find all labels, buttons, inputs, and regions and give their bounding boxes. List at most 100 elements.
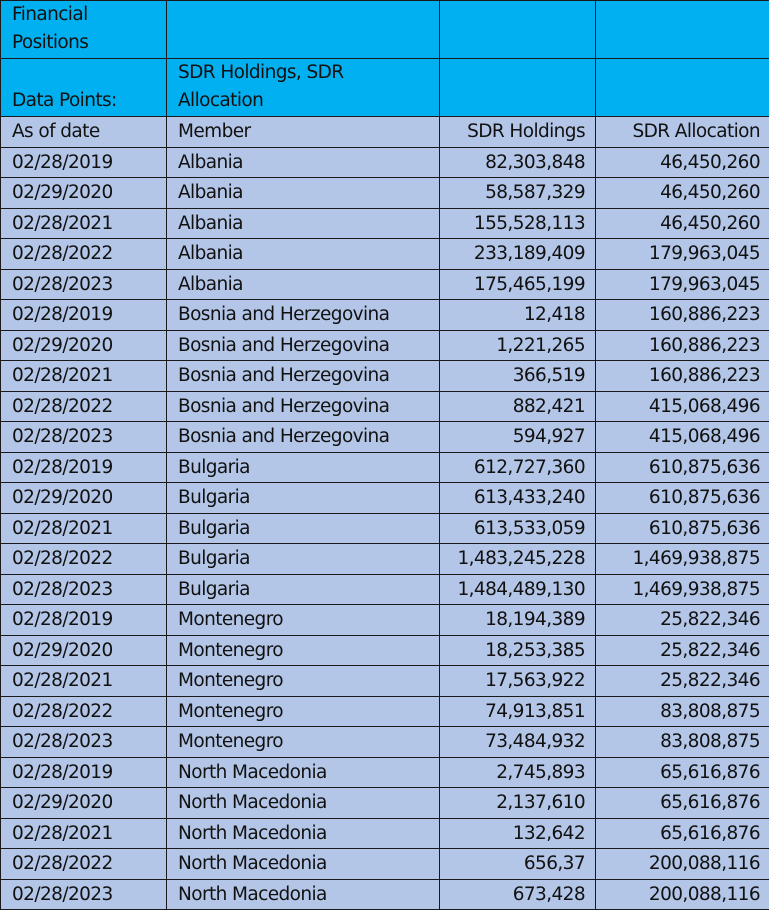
cell-member: Bulgaria — [166, 573, 440, 605]
column-header-sdr-holdings: SDR Holdings — [439, 116, 596, 148]
cell-sdr-allocation: 65,616,876 — [595, 817, 769, 849]
cell-member: Albania — [166, 207, 440, 239]
cell-sdr-holdings: 1,483,245,228 — [439, 543, 596, 575]
cell-sdr-holdings: 594,927 — [439, 421, 596, 453]
cell-sdr-allocation: 610,875,636 — [595, 512, 769, 544]
cell-member: Albania — [166, 146, 440, 178]
cell-member: North Macedonia — [166, 787, 440, 819]
table-row: 02/28/2021 North Macedonia 132,642 65,616,8… — [0, 817, 769, 849]
cell-date: 02/29/2020 — [0, 177, 167, 209]
cell-date: 02/28/2019 — [0, 451, 167, 483]
cell-sdr-holdings: 17,563,922 — [439, 665, 596, 697]
cell-sdr-holdings: 2,745,893 — [439, 756, 596, 788]
cell-sdr-holdings: 155,528,113 — [439, 207, 596, 239]
cell-member: Montenegro — [166, 634, 440, 666]
cell-date: 02/28/2019 — [0, 604, 167, 636]
cell-sdr-allocation: 415,068,496 — [595, 390, 769, 422]
cell-date: 02/28/2022 — [0, 390, 167, 422]
cell-member: North Macedonia — [166, 878, 440, 910]
cell-sdr-holdings: 366,519 — [439, 360, 596, 392]
table-row: 02/28/2023 North Macedonia 673,428 200,088,… — [0, 878, 769, 910]
cell-member: Bosnia and Herzegovina — [166, 390, 440, 422]
cell-date: 02/28/2022 — [0, 848, 167, 880]
cell-member: Bosnia and Herzegovina — [166, 299, 440, 331]
cell-date: 02/28/2019 — [0, 299, 167, 331]
table-row: 02/28/2019 North Macedonia 2,745,893 65,616… — [0, 756, 769, 788]
cell-date: 02/28/2021 — [0, 817, 167, 849]
cell-sdr-allocation: 25,822,346 — [595, 604, 769, 636]
cell-date: 02/28/2021 — [0, 512, 167, 544]
table-row: 02/28/2022 Bosnia and Herzegovina 882,421 4… — [0, 390, 769, 422]
cell-sdr-allocation: 46,450,260 — [595, 177, 769, 209]
cell-sdr-allocation: 1,469,938,875 — [595, 543, 769, 575]
cell-member: North Macedonia — [166, 756, 440, 788]
cell-date: 02/28/2019 — [0, 756, 167, 788]
cell-sdr-allocation: 179,963,045 — [595, 268, 769, 300]
cell-sdr-allocation: 160,886,223 — [595, 299, 769, 331]
cell-sdr-holdings: 58,587,329 — [439, 177, 596, 209]
cell-sdr-allocation: 200,088,116 — [595, 848, 769, 880]
cell-sdr-holdings: 2,137,610 — [439, 787, 596, 819]
cell-sdr-holdings: 673,428 — [439, 878, 596, 910]
cell-sdr-holdings: 132,642 — [439, 817, 596, 849]
cell-date: 02/29/2020 — [0, 329, 167, 361]
empty-cell — [166, 0, 440, 59]
cell-sdr-allocation: 610,875,636 — [595, 482, 769, 514]
cell-member: North Macedonia — [166, 848, 440, 880]
cell-date: 02/29/2020 — [0, 482, 167, 514]
cell-member: Bulgaria — [166, 451, 440, 483]
cell-date: 02/28/2021 — [0, 665, 167, 697]
table-row: 02/28/2022 Bulgaria 1,483,245,228 1,469,938… — [0, 543, 769, 575]
cell-sdr-holdings: 1,484,489,130 — [439, 573, 596, 605]
table-row: 02/28/2022 Montenegro 74,913,851 83,808,875 — [0, 695, 769, 727]
cell-sdr-holdings: 233,189,409 — [439, 238, 596, 270]
cell-date: 02/28/2019 — [0, 146, 167, 178]
table-title: Financial Positions — [0, 0, 167, 59]
cell-sdr-allocation: 160,886,223 — [595, 360, 769, 392]
cell-member: Montenegro — [166, 665, 440, 697]
table-row: 02/28/2023 Bosnia and Herzegovina 594,927 4… — [0, 421, 769, 453]
cell-sdr-holdings: 612,727,360 — [439, 451, 596, 483]
cell-date: 02/28/2022 — [0, 238, 167, 270]
table-row: 02/28/2023 Bulgaria 1,484,489,130 1,469,938… — [0, 573, 769, 605]
table-row: 02/28/2022 North Macedonia 656,37 200,088,1… — [0, 848, 769, 880]
empty-cell — [439, 58, 596, 117]
data-points-label: Data Points: — [0, 58, 167, 117]
table-row: 02/29/2020 Bulgaria 613,433,240 610,875,636 — [0, 482, 769, 514]
table-row: 02/29/2020 Montenegro 18,253,385 25,822,346 — [0, 634, 769, 666]
cell-sdr-holdings: 882,421 — [439, 390, 596, 422]
cell-sdr-holdings: 73,484,932 — [439, 726, 596, 758]
table-row: 02/29/2020 Bosnia and Herzegovina 1,221,26… — [0, 329, 769, 361]
cell-date: 02/28/2021 — [0, 207, 167, 239]
cell-sdr-allocation: 65,616,876 — [595, 756, 769, 788]
cell-member: Albania — [166, 238, 440, 270]
cell-sdr-holdings: 12,418 — [439, 299, 596, 331]
cell-member: Montenegro — [166, 726, 440, 758]
cell-member: Montenegro — [166, 604, 440, 636]
cell-sdr-allocation: 610,875,636 — [595, 451, 769, 483]
cell-member: Bosnia and Herzegovina — [166, 360, 440, 392]
cell-sdr-allocation: 415,068,496 — [595, 421, 769, 453]
cell-sdr-holdings: 656,37 — [439, 848, 596, 880]
cell-sdr-holdings: 613,533,059 — [439, 512, 596, 544]
table-row: 02/28/2022 Albania 233,189,409 179,963,045 — [0, 238, 769, 270]
table-row: 02/28/2023 Montenegro 73,484,932 83,808,875 — [0, 726, 769, 758]
cell-date: 02/28/2023 — [0, 726, 167, 758]
cell-sdr-allocation: 25,822,346 — [595, 665, 769, 697]
table-row: 02/28/2019 Montenegro 18,194,389 25,822,346 — [0, 604, 769, 636]
empty-cell — [595, 0, 769, 59]
cell-member: Bulgaria — [166, 543, 440, 575]
table-row: 02/28/2021 Montenegro 17,563,922 25,822,346 — [0, 665, 769, 697]
cell-sdr-allocation: 83,808,875 — [595, 726, 769, 758]
cell-date: 02/29/2020 — [0, 634, 167, 666]
cell-member: North Macedonia — [166, 817, 440, 849]
cell-sdr-allocation: 179,963,045 — [595, 238, 769, 270]
cell-sdr-holdings: 1,221,265 — [439, 329, 596, 361]
data-points-row: Data Points: SDR Holdings, SDR Allocatio… — [0, 58, 769, 117]
table-row: 02/29/2020 Albania 58,587,329 46,450,260 — [0, 177, 769, 209]
table-row: 02/28/2021 Bosnia and Herzegovina 366,519 1… — [0, 360, 769, 392]
table-row: 02/28/2021 Albania 155,528,113 46,450,260 — [0, 207, 769, 239]
cell-member: Bosnia and Herzegovina — [166, 329, 440, 361]
table-row: 02/28/2023 Albania 175,465,199 179,963,045 — [0, 268, 769, 300]
